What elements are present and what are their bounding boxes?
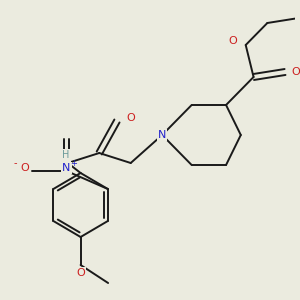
Text: O: O xyxy=(20,163,29,173)
Text: N: N xyxy=(158,130,166,140)
Text: H: H xyxy=(62,150,70,160)
Text: O: O xyxy=(292,67,300,77)
Text: N: N xyxy=(62,162,70,172)
Text: N: N xyxy=(62,163,71,173)
Text: O: O xyxy=(126,113,135,123)
Text: O: O xyxy=(76,268,85,278)
Text: +: + xyxy=(70,160,77,169)
Text: O: O xyxy=(229,36,237,46)
Text: -: - xyxy=(14,158,17,168)
